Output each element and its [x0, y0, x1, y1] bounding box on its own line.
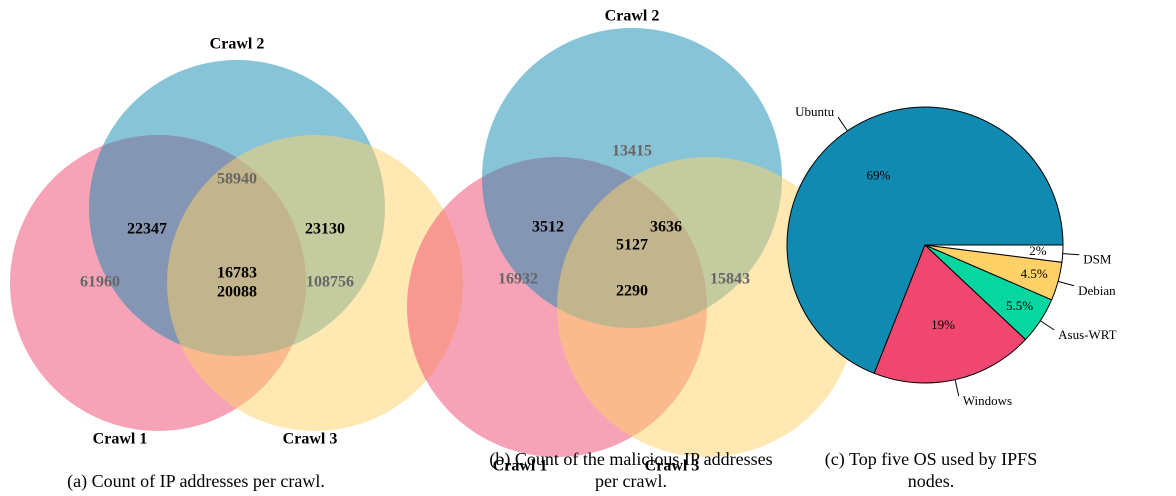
region-count: 20088 — [217, 284, 257, 301]
region-count: 3512 — [532, 219, 564, 236]
region-count: 2290 — [616, 283, 648, 300]
region-count: 58940 — [217, 171, 257, 188]
label-leader — [1040, 320, 1055, 331]
region-count: 23130 — [305, 221, 345, 238]
venn-circle — [557, 157, 857, 457]
region-count: 5127 — [616, 237, 648, 254]
set-label: Crawl 2 — [605, 8, 660, 25]
pie-slice — [924, 244, 1064, 263]
slice-label: Windows — [963, 393, 1012, 408]
slice-label: DSM — [1083, 252, 1112, 267]
label-leader — [837, 116, 848, 132]
set-label: Crawl 1 — [493, 458, 548, 475]
slice-value-label: 4.5% — [1021, 266, 1048, 281]
set-label: Crawl 2 — [210, 36, 265, 53]
slice-label: Asus-WRT — [1058, 327, 1116, 342]
slice-value-label: 2% — [1029, 243, 1047, 258]
region-count: 22347 — [127, 221, 167, 238]
region-count: 16783 — [217, 265, 257, 282]
label-leader — [954, 379, 960, 396]
label-leader — [1057, 280, 1075, 287]
caption: (c) Top five OS used by IPFS nodes. — [824, 449, 1038, 491]
region-count: 61960 — [80, 274, 120, 291]
region-count: 108756 — [306, 274, 354, 291]
set-label: Crawl 1 — [93, 431, 148, 448]
set-label: Crawl 3 — [283, 431, 338, 448]
slice-label: Ubuntu — [795, 104, 835, 119]
slice-label: Debian — [1078, 283, 1116, 298]
slice-value-label: 5.5% — [1006, 298, 1033, 313]
region-count: 15843 — [710, 271, 750, 288]
set-label: Crawl 3 — [645, 458, 700, 475]
caption: (a) Count of IP addresses per crawl. — [67, 471, 325, 491]
label-leader — [1062, 253, 1080, 256]
region-count: 3636 — [650, 219, 682, 236]
slice-value-label: 19% — [931, 317, 955, 332]
region-count: 13415 — [612, 143, 652, 160]
pie-slice — [873, 244, 1027, 384]
slice-value-label: 69% — [867, 168, 891, 183]
region-count: 16932 — [498, 271, 538, 288]
caption: (b) Count of the malicious IP addresses … — [489, 449, 773, 491]
venn-circle — [167, 135, 463, 431]
